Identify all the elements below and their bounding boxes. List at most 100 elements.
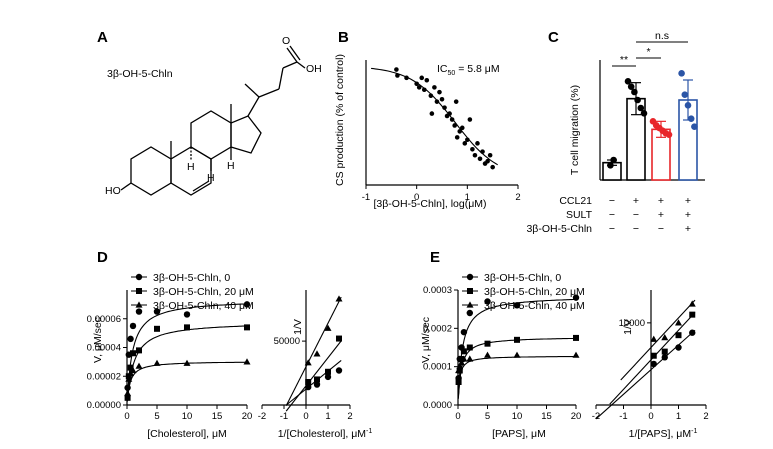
chart-d-right-x-tick-label: 1	[325, 411, 330, 422]
chart-d-right-x-tick-label: 2	[347, 411, 352, 422]
chart-d-left-legend-marker	[135, 273, 143, 281]
chart-b-point	[449, 117, 455, 122]
chart-e-right-point	[675, 319, 682, 326]
chart-d-left-legend-marker	[135, 301, 143, 308]
chart-d-right-x-tick-label: 0	[303, 411, 308, 422]
chart-e-right-point	[675, 332, 682, 339]
chart-b-point	[432, 85, 437, 90]
chart-d-right-point	[313, 381, 321, 388]
chart-e-left-point	[460, 328, 468, 336]
chart-d-right-point	[336, 335, 342, 342]
chart-e-left-legend-marker	[466, 273, 474, 281]
chart-d-right-y-tick-label: 50000	[274, 336, 300, 347]
chart-e-left-point	[455, 379, 462, 385]
chart-e-left-point	[456, 363, 464, 370]
chart-e-left-point	[460, 355, 468, 362]
chart-b-xlabel: [3β-OH-5-Chln], log(μM)	[373, 198, 486, 210]
chart-c-point	[637, 104, 645, 112]
chart-d-right-fit-line	[285, 340, 342, 412]
chart-d-left-legend-label: 3β-OH-5-Chln, 40 μM	[153, 300, 254, 312]
chart-b-point	[485, 158, 490, 164]
chart-d-left-point	[130, 350, 136, 357]
chart-c-point	[634, 96, 641, 104]
chart-e-left-point	[573, 334, 579, 341]
chart-e-left-point	[513, 302, 521, 309]
chart-c-point	[627, 83, 635, 90]
chart-e-left-x-tick-label: 20	[571, 411, 582, 422]
chart-d-right-point	[314, 376, 320, 383]
chart-e-left-point	[484, 351, 491, 358]
chart-c-point	[631, 88, 638, 96]
chart-e-right-ylabel: 1/V	[622, 319, 634, 335]
chart-e-left-x-tick-label: 0	[455, 411, 460, 422]
chart-d-left-point	[244, 324, 250, 331]
chart-d-left-point	[124, 389, 132, 397]
panel-label-d: D	[97, 249, 108, 266]
chart-b-point	[470, 146, 475, 152]
chart-b-x-tick-label: 1	[465, 192, 470, 203]
chart-d-left-point	[243, 358, 251, 365]
chart-c-condition-sign: +	[633, 195, 639, 207]
chart-e-right-x-tick-label: -1	[619, 411, 627, 422]
chart-c-sig-label: n.s	[655, 30, 669, 42]
chart-c-point	[665, 131, 673, 138]
chart-c-condition-sign: +	[685, 195, 691, 207]
chart-e-right-xlabel: 1/[PAPS], μM-1	[629, 428, 698, 440]
chart-e-right-point	[650, 360, 657, 368]
chart-d-left-point	[135, 362, 143, 369]
chart-e-left-ylabel: V, μM/sec	[420, 317, 432, 363]
chart-d-right-ylabel: 1/V	[292, 319, 304, 335]
chart-b-point	[428, 93, 434, 99]
chart-e-right-point	[661, 334, 669, 341]
chart-c-sig-label: **	[620, 54, 628, 66]
chart-e-left-fit-curve	[457, 298, 577, 398]
chart-d-right-xlabel: 1/[Cholesterol], μM-1	[278, 428, 373, 440]
chart-e-left-fit-curve	[457, 355, 576, 397]
chart-b-point	[447, 111, 452, 116]
chart-c-condition-label: CCL21	[559, 195, 592, 207]
chart-e-right-point	[661, 354, 668, 361]
chart-e-right-point	[675, 344, 682, 351]
chart-e-right-x-tick-label: 2	[703, 411, 708, 422]
chart-d-left-legend-label: 3β-OH-5-Chln, 20 μM	[153, 286, 254, 298]
chart-b-point	[437, 89, 442, 95]
chart-e-left-point	[460, 348, 467, 355]
chart-c-ylabel: T cell migration (%)	[569, 85, 581, 175]
chart-b-x-tick-label: 0	[414, 192, 419, 203]
chart-d-left-point	[125, 375, 133, 382]
chart-d-right-point	[313, 350, 321, 357]
chart-d-left-x-tick-label: 15	[212, 411, 223, 422]
chart-d-right-x-tick-label: -1	[280, 411, 288, 422]
chart-c-point	[687, 115, 695, 122]
chart-e-right-point	[688, 300, 696, 307]
chart-d-right-point	[335, 367, 343, 374]
chart-d-left-point	[127, 364, 134, 371]
chart-e-left-y-tick-label: 0.0003	[423, 285, 452, 296]
chart-c-condition-sign: −	[633, 223, 639, 235]
chart-e-left-point	[572, 294, 580, 301]
chart-d-left-x-tick-label: 0	[124, 411, 129, 422]
chart-c-condition-sign: +	[658, 209, 664, 221]
chart-e-left-legend-label: 3β-OH-5-Chln, 0	[484, 272, 561, 284]
chart-e-left-x-tick-label: 15	[541, 411, 552, 422]
structure-bonds	[120, 45, 306, 196]
chart-c-point	[678, 70, 685, 77]
chart-d-right-x-tick-label: -2	[258, 411, 266, 422]
chart-e-left-legend-label: 3β-OH-5-Chln, 20 μM	[484, 286, 585, 298]
chart-b-point	[429, 111, 435, 116]
chart-e-left-point	[572, 351, 580, 358]
chart-e-left-x-tick-label: 5	[485, 411, 490, 422]
chart-d-left-y-tick-label: 0.00000	[87, 400, 121, 411]
chart-b-point	[490, 164, 495, 170]
chart-b-point	[465, 137, 470, 143]
chart-b-x-tick-label: 2	[515, 192, 520, 203]
chart-d-left-x-tick-label: 10	[182, 411, 193, 422]
chart-c-condition-sign: −	[609, 209, 615, 221]
chart-d-right-point	[304, 359, 312, 366]
chart-d-left-ylabel: V, μM/sec	[92, 317, 104, 363]
chart-c-point	[684, 102, 692, 109]
chart-b-point	[477, 156, 483, 162]
chart-d-right-fit-line	[285, 296, 342, 407]
chart-d-left-point	[243, 301, 251, 308]
